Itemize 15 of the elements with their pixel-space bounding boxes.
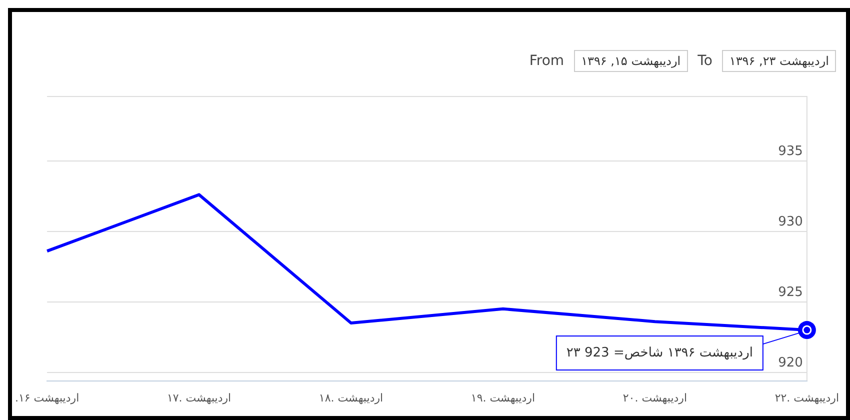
x-tick-label: ۲۲. اردیبهشت <box>774 391 840 404</box>
text: اردیبهشت ۲۳, ۱۳۹۶ <box>722 50 836 72</box>
text: To <box>698 53 712 69</box>
text: اردیبهشت ۱۵, ۱۳۹۶ <box>574 50 688 72</box>
y-tick-label: 920 <box>778 356 803 371</box>
text: From <box>529 53 564 69</box>
x-tick-label: ۱۷. اردیبهشت <box>166 391 232 404</box>
x-tick-label: ۱۸. اردیبهشت <box>318 391 384 404</box>
y-tick-label: 935 <box>778 144 803 160</box>
x-tick-label: .۱۶ اردیبهشت <box>14 391 80 404</box>
y-tick-label: 930 <box>778 214 803 230</box>
y-tick-label: 925 <box>778 285 803 300</box>
annotation: ۲۳ اردیبهشت ۱۳۹۶ شاخص= 923 <box>566 345 753 360</box>
x-tick-label: ۲۰. اردیبهشت <box>622 391 688 404</box>
x-tick-label: ۱۹. اردیبهشت <box>470 391 536 404</box>
